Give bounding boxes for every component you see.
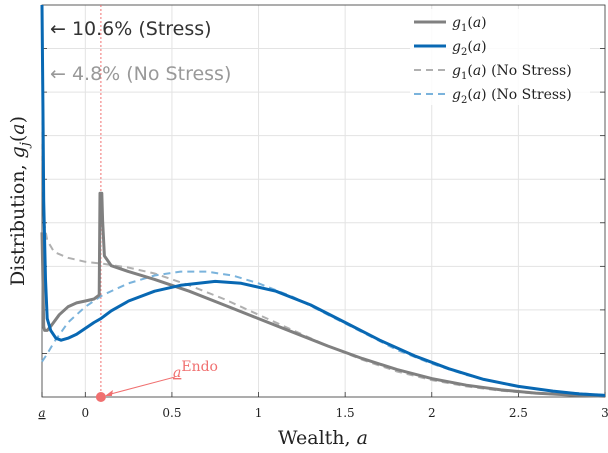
annotations: ← 10.6% (Stress) ← 4.8% (No Stress) aEndo	[50, 18, 231, 402]
x-tick-label: 0	[81, 406, 89, 420]
x-tick-label: 1	[255, 406, 263, 420]
endo-arrow-head	[104, 390, 113, 396]
x-axis-label: Wealth, a	[278, 427, 368, 449]
x-tick-label: 2.5	[509, 406, 528, 420]
stress-share-annotation: ← 10.6% (Stress)	[50, 18, 212, 40]
legend-label-1: g2(a)	[452, 39, 487, 58]
x-tick-label: 2	[428, 406, 436, 420]
endo-marker	[95, 392, 106, 402]
series-lines	[40, 4, 606, 398]
legend-label-2: g1(a) (No Stress)	[452, 63, 572, 82]
endo-arrow-line	[106, 376, 176, 396]
legend-label-3: g2(a) (No Stress)	[452, 87, 572, 106]
y-axis-label: Distribution, gj(a)	[7, 116, 33, 286]
plot-frame	[41, 4, 606, 398]
x-tick-label: a	[38, 406, 45, 420]
endo-label: aEndo	[173, 359, 218, 381]
series-line-1	[40, 4, 606, 397]
series-line-0	[40, 191, 606, 398]
legend: g1(a) g2(a) g1(a) (No Stress) g2(a) (No Str…	[410, 9, 590, 106]
x-tick-label: 3	[601, 406, 608, 420]
legend-box	[410, 9, 590, 105]
x-tick-label: 0.5	[162, 406, 181, 420]
no-stress-share-annotation: ← 4.8% (No Stress)	[50, 63, 231, 85]
series-line-3	[41, 270, 606, 396]
legend-label-0: g1(a)	[452, 15, 487, 34]
x-tick-label: 1.5	[336, 406, 355, 420]
x-ticks: a 0 0.5 1 1.5 2 2.5 3	[38, 392, 608, 420]
